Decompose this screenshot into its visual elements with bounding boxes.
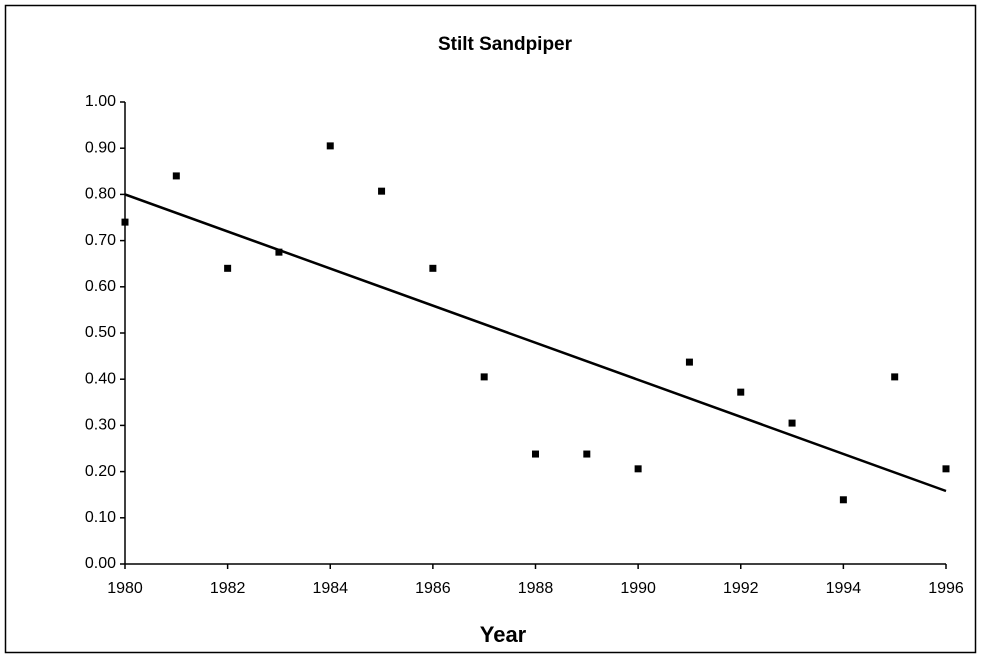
chart-frame xyxy=(4,4,977,654)
data-point xyxy=(378,187,386,195)
data-point xyxy=(634,465,642,473)
data-point xyxy=(532,450,539,458)
y-tick-label: 0.20 xyxy=(85,463,116,480)
trend-line xyxy=(124,193,947,493)
data-point xyxy=(891,373,899,381)
y-tick-label: 1.00 xyxy=(85,93,116,110)
y-tick-label: 0.00 xyxy=(85,555,116,572)
y-tick-label: 0.70 xyxy=(85,232,116,249)
data-point xyxy=(121,218,129,226)
data-point xyxy=(737,388,745,396)
y-tick-label: 0.40 xyxy=(85,370,116,387)
x-axis-label: Year xyxy=(480,622,527,647)
y-tick-label: 0.60 xyxy=(85,278,116,295)
data-point xyxy=(224,264,232,272)
x-tick-label: 1986 xyxy=(415,580,451,597)
data-point xyxy=(480,373,488,381)
data-point xyxy=(788,419,796,427)
data-point xyxy=(839,496,847,504)
x-tick-label: 1984 xyxy=(312,580,348,597)
y-tick-label: 0.50 xyxy=(85,324,116,341)
data-point xyxy=(685,358,693,366)
data-point xyxy=(942,465,950,473)
data-point xyxy=(429,264,437,272)
y-tick-label: 0.90 xyxy=(85,139,116,156)
y-tick-label: 0.30 xyxy=(85,417,116,434)
x-tick-label: 1982 xyxy=(210,580,246,597)
data-point xyxy=(326,142,334,150)
chart-title: Stilt Sandpiper xyxy=(438,34,573,55)
data-point xyxy=(172,172,180,180)
x-tick-label: 1990 xyxy=(620,580,656,597)
x-tick-label: 1992 xyxy=(723,580,759,597)
data-point xyxy=(275,248,283,256)
x-tick-label: 1980 xyxy=(107,580,143,597)
y-tick-label: 0.10 xyxy=(85,509,116,526)
x-tick-label: 1996 xyxy=(928,580,964,597)
y-tick-label: 0.80 xyxy=(85,186,116,203)
x-tick-label: 1994 xyxy=(826,580,862,597)
x-tick-label: 1988 xyxy=(518,580,554,597)
data-point xyxy=(583,450,591,458)
